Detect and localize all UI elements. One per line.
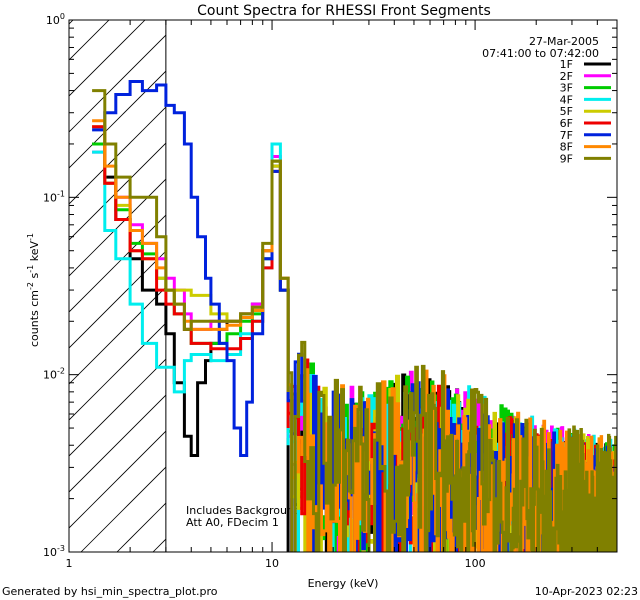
footer-timestamp: 10-Apr-2023 02:23 xyxy=(535,585,638,598)
y-axis-label-exp-1: -2 xyxy=(26,282,35,290)
legend-label-3F: 3F xyxy=(560,82,573,95)
hatch-line xyxy=(69,214,166,313)
chart-title: Count Spectra for RHESSI Front Segments xyxy=(197,3,491,19)
y-tick-label: 100 xyxy=(46,12,65,27)
y-axis-label-exp-2: -1 xyxy=(26,265,35,273)
hatch-line xyxy=(69,250,166,349)
x-tick-label: 1 xyxy=(66,557,73,570)
series-line-9F xyxy=(92,89,617,552)
chart-date: 27-Mar-2005 xyxy=(529,35,599,48)
y-tick-label: 10-2 xyxy=(43,367,65,382)
x-axis-label: Energy (keV) xyxy=(308,577,379,590)
y-axis-label-kev: keV xyxy=(28,241,41,265)
footer-generated-by: Generated by hsi_min_spectra_plot.pro xyxy=(2,585,218,598)
y-tick-label: 10-1 xyxy=(43,189,65,204)
legend-label-6F: 6F xyxy=(560,117,573,130)
y-axis-label: counts cm-2 s-1 keV-1 xyxy=(26,233,41,347)
hatch-line xyxy=(69,34,166,133)
legend-label-9F: 9F xyxy=(560,152,573,165)
annotation-attenuator: Att A0, FDecim 1 xyxy=(186,516,279,529)
annotation-background: Includes Background xyxy=(186,504,301,517)
hatch-line xyxy=(69,430,166,529)
legend-label-4F: 4F xyxy=(560,93,573,106)
legend-label-8F: 8F xyxy=(560,141,573,154)
y-tick-label: 10-3 xyxy=(43,544,65,559)
y-axis-label-exp-3: -1 xyxy=(26,233,35,241)
y-axis-label-s: s xyxy=(28,272,41,281)
x-tick-label: 10 xyxy=(265,557,279,570)
legend-label-7F: 7F xyxy=(560,129,573,142)
x-tick-label: 100 xyxy=(465,557,486,570)
legend-label-1F: 1F xyxy=(560,58,573,71)
hatch-line xyxy=(69,70,166,169)
y-axis-label-base: counts cm xyxy=(28,290,41,347)
plot-frame xyxy=(68,19,618,553)
hatch-line xyxy=(69,20,146,97)
hatch-line xyxy=(69,394,166,493)
plot-area xyxy=(69,20,617,552)
legend-label-2F: 2F xyxy=(560,70,573,83)
chart-time-range: 07:41:00 to 07:42:00 xyxy=(482,47,599,60)
hatch-line xyxy=(69,178,166,277)
legend-label-5F: 5F xyxy=(560,105,573,118)
axes: 1 10 100 10-3 10-2 10-1 100 xyxy=(43,12,618,570)
